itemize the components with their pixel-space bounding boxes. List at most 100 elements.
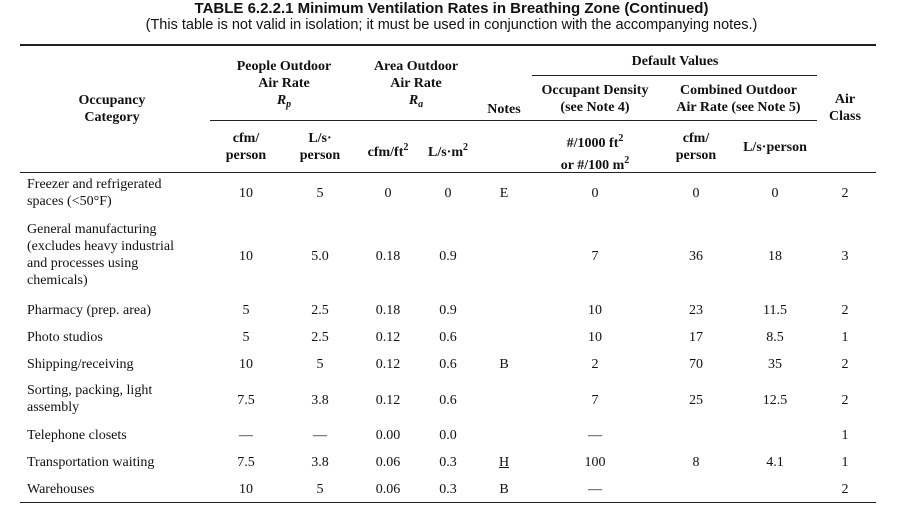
cell-rp-cfm: 5 [242, 330, 250, 345]
cell-comb-cfm: 25 [689, 393, 703, 408]
cell-ra-ls: 0.3 [439, 455, 457, 470]
default-values-rule [532, 75, 817, 76]
cell-density: — [588, 482, 602, 497]
cell-rp-cfm: 5 [242, 303, 250, 318]
units-rule [210, 120, 817, 121]
bottom-rule [20, 502, 876, 503]
cell-air-class: 2 [841, 357, 849, 372]
cell-comb-ls: 35 [768, 357, 782, 372]
cell-rp-ls: 5 [316, 357, 324, 372]
cell-ra-ls: 0 [444, 186, 452, 201]
header-default-values: Default Values [631, 54, 719, 69]
cell-density: 0 [591, 186, 599, 201]
cell-comb-cfm: 70 [689, 357, 703, 372]
cell-comb-cfm: 8 [692, 455, 700, 470]
cell-ra-ls: 0.9 [439, 303, 457, 318]
cell-rp-ls: — [313, 428, 327, 443]
row-category: Telephone closets [27, 428, 127, 443]
cell-notes: E [499, 186, 509, 201]
table-subtitle: (This table is not valid in isolation; i… [145, 17, 758, 33]
row-category: Shipping/receiving [27, 357, 134, 372]
row-category: Pharmacy (prep. area) [27, 303, 151, 318]
cell-comb-ls: 8.5 [766, 330, 784, 345]
cell-ra-ls: 0.6 [439, 330, 457, 345]
header-occupant-density: Occupant Density (see Note 4) [541, 83, 649, 115]
cell-rp-ls: 2.5 [311, 303, 329, 318]
cell-ra-cfm: 0.06 [375, 455, 401, 470]
cell-ra-cfm: 0.00 [375, 428, 401, 443]
cell-ra-cfm: 0.12 [375, 357, 401, 372]
cell-air-class: 1 [841, 455, 849, 470]
cell-notes: B [499, 482, 509, 497]
cell-comb-ls: 18 [768, 249, 782, 264]
unit-ra-cfm: cfm/ft2 [367, 142, 409, 160]
cell-ra-ls: 0.6 [439, 393, 457, 408]
header-people-outdoor: People Outdoor Air Rate Rp [236, 59, 332, 110]
cell-air-class: 2 [841, 482, 849, 497]
cell-ra-cfm: 0.18 [375, 303, 401, 318]
cell-rp-cfm: 10 [239, 357, 253, 372]
unit-rp-ls: L/s· person [299, 131, 341, 163]
cell-density: 10 [588, 303, 602, 318]
header-notes: Notes [487, 102, 521, 117]
header-occupancy: Occupancy Category [78, 93, 146, 125]
cell-ra-ls: 0.6 [439, 357, 457, 372]
cell-density: 2 [591, 357, 599, 372]
cell-density: — [588, 428, 602, 443]
cell-comb-cfm: 0 [692, 186, 700, 201]
cell-ra-ls: 0.0 [439, 428, 457, 443]
cell-rp-ls: 2.5 [311, 330, 329, 345]
header-bottom-rule [20, 172, 876, 173]
cell-rp-cfm: 7.5 [237, 455, 255, 470]
cell-comb-cfm: 36 [689, 249, 703, 264]
row-category: General manufacturing (excludes heavy in… [27, 222, 174, 288]
cell-rp-ls: 3.8 [311, 393, 329, 408]
row-category: Sorting, packing, light assembly [27, 383, 153, 415]
cell-rp-ls: 5.0 [311, 249, 329, 264]
unit-density: #/1000 ft2 or #/100 m2 [560, 133, 630, 173]
row-category: Warehouses [27, 482, 95, 497]
cell-density: 7 [591, 249, 599, 264]
cell-rp-cfm: 10 [239, 249, 253, 264]
cell-air-class: 2 [841, 393, 849, 408]
cell-ra-cfm: 0.06 [375, 482, 401, 497]
cell-rp-cfm: — [239, 428, 253, 443]
unit-rp-cfm: cfm/ person [225, 131, 267, 163]
top-rule [20, 44, 876, 46]
cell-density: 7 [591, 393, 599, 408]
cell-notes: B [499, 357, 509, 372]
cell-comb-cfm: 23 [689, 303, 703, 318]
cell-density: 100 [584, 455, 606, 470]
cell-rp-ls: 5 [316, 482, 324, 497]
cell-density: 10 [588, 330, 602, 345]
row-category: Freezer and refrigerated spaces (<50°F) [27, 177, 162, 209]
ra-symbol: R [408, 93, 419, 108]
table-title: TABLE 6.2.2.1 Minimum Ventilation Rates … [194, 0, 709, 17]
cell-notes-link[interactable]: H [498, 455, 510, 470]
cell-ra-ls: 0.3 [439, 482, 457, 497]
row-category: Photo studios [27, 330, 103, 345]
cell-comb-ls: 0 [771, 186, 779, 201]
cell-ra-cfm: 0.12 [375, 393, 401, 408]
cell-ra-cfm: 0 [384, 186, 392, 201]
cell-air-class: 1 [841, 330, 849, 345]
unit-ra-ls: L/s·m2 [427, 142, 468, 160]
cell-rp-ls: 5 [316, 186, 324, 201]
cell-rp-cfm: 7.5 [237, 393, 255, 408]
unit-comb-cfm: cfm/ person [675, 131, 717, 163]
cell-comb-cfm: 17 [689, 330, 703, 345]
cell-air-class: 2 [841, 303, 849, 318]
cell-comb-ls: 12.5 [762, 393, 788, 408]
cell-ra-cfm: 0.12 [375, 330, 401, 345]
cell-comb-ls: 11.5 [763, 303, 787, 318]
header-area-outdoor: Area Outdoor Air Rate Ra [373, 59, 459, 110]
unit-comb-ls: L/s·person [743, 140, 807, 155]
rp-symbol: R [276, 93, 287, 108]
cell-rp-cfm: 10 [239, 482, 253, 497]
header-air-class: Air Class [829, 92, 861, 124]
cell-rp-cfm: 10 [239, 186, 253, 201]
cell-ra-cfm: 0.18 [375, 249, 401, 264]
cell-rp-ls: 3.8 [311, 455, 329, 470]
header-combined-outdoor: Combined Outdoor Air Rate (see Note 5) [676, 83, 801, 115]
cell-air-class: 3 [841, 249, 849, 264]
